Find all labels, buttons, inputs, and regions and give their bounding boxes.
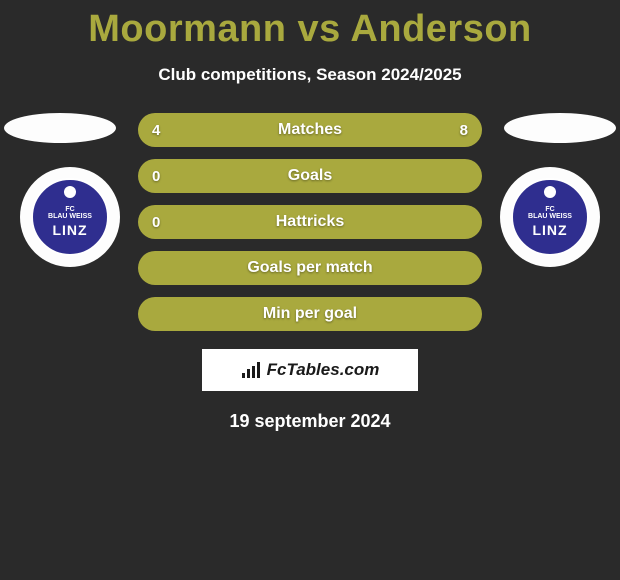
comparison-panel: FC BLAU WEISS LINZ FC BLAU WEISS LINZ 4 … xyxy=(0,113,620,432)
stat-label: Goals per match xyxy=(247,259,372,277)
stat-left-value: 0 xyxy=(152,214,160,231)
badge-text: FC xyxy=(65,206,74,214)
badge-text: LINZ xyxy=(532,223,567,238)
page-title: Moormann vs Anderson xyxy=(0,0,620,51)
badge-text: BLAU WEISS xyxy=(528,213,572,221)
player-left-oval xyxy=(4,113,116,143)
stat-row-goals-per-match: Goals per match xyxy=(138,251,482,285)
chart-icon xyxy=(241,361,263,379)
player-right-oval xyxy=(504,113,616,143)
club-badge-right-inner: FC BLAU WEISS LINZ xyxy=(511,178,589,256)
brand-label: FcTables.com xyxy=(267,360,380,380)
club-badge-left-inner: FC BLAU WEISS LINZ xyxy=(31,178,109,256)
stats-bars: 4 Matches 8 0 Goals 0 Hattricks Goals pe… xyxy=(138,113,482,331)
badge-text: BLAU WEISS xyxy=(48,213,92,221)
stat-label: Matches xyxy=(278,121,342,139)
stat-row-min-per-goal: Min per goal xyxy=(138,297,482,331)
stat-row-matches: 4 Matches 8 xyxy=(138,113,482,147)
badge-text: FC xyxy=(545,206,554,214)
club-badge-left: FC BLAU WEISS LINZ xyxy=(20,167,120,267)
subtitle: Club competitions, Season 2024/2025 xyxy=(0,65,620,85)
badge-text: LINZ xyxy=(52,223,87,238)
stat-label: Min per goal xyxy=(263,305,357,323)
brand-box[interactable]: FcTables.com xyxy=(202,349,418,391)
stat-label: Goals xyxy=(288,167,332,185)
stat-row-hattricks: 0 Hattricks xyxy=(138,205,482,239)
club-badge-right: FC BLAU WEISS LINZ xyxy=(500,167,600,267)
stat-left-value: 0 xyxy=(152,168,160,185)
stat-label: Hattricks xyxy=(276,213,344,231)
date-label: 19 september 2024 xyxy=(0,411,620,432)
stat-left-value: 4 xyxy=(152,122,160,139)
stat-right-value: 8 xyxy=(460,122,468,139)
stat-row-goals: 0 Goals xyxy=(138,159,482,193)
